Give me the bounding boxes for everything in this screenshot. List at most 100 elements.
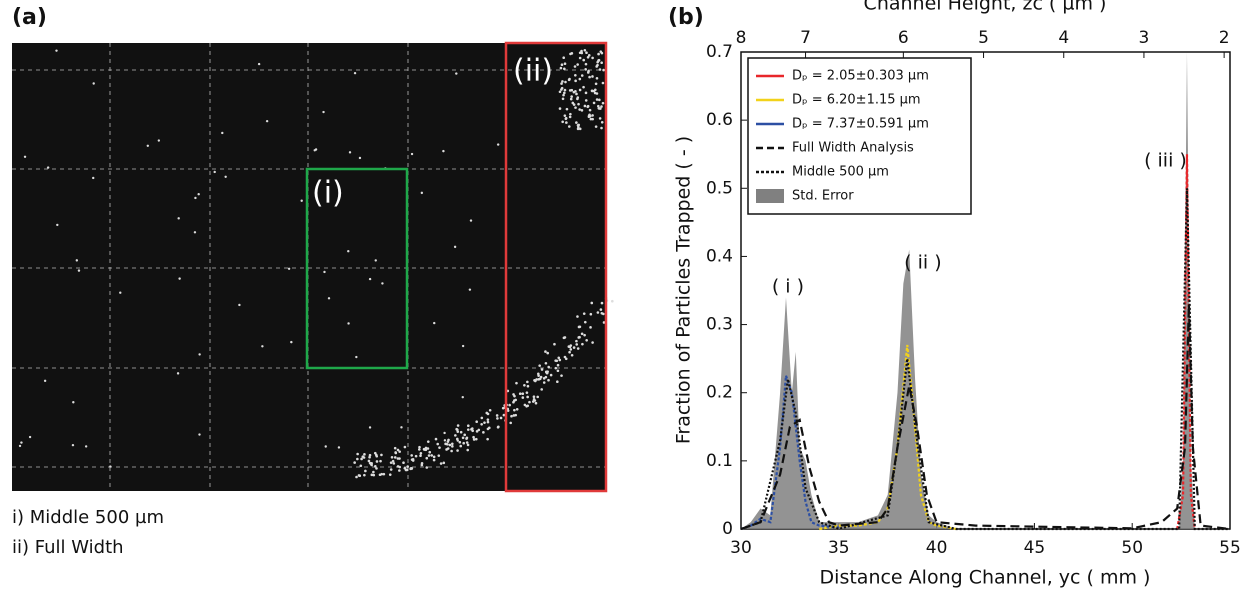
particle bbox=[85, 445, 87, 447]
particle bbox=[598, 99, 601, 102]
x2-tick-label: 2 bbox=[1219, 28, 1230, 48]
x-tick-label: 45 bbox=[1024, 538, 1046, 558]
particle bbox=[402, 461, 405, 464]
box-label: (ii) bbox=[513, 54, 553, 89]
particle bbox=[238, 304, 240, 306]
annotation: ( ii ) bbox=[904, 252, 941, 274]
particle bbox=[535, 402, 538, 405]
particle bbox=[564, 336, 567, 339]
particle bbox=[447, 440, 450, 443]
particle bbox=[536, 396, 539, 399]
particle bbox=[451, 443, 454, 446]
particle bbox=[290, 341, 292, 343]
particle bbox=[213, 171, 215, 173]
particle bbox=[391, 456, 394, 459]
particle bbox=[577, 347, 580, 350]
particle bbox=[390, 461, 393, 464]
particle bbox=[438, 446, 441, 449]
particle bbox=[47, 166, 49, 168]
particle bbox=[574, 65, 577, 68]
particle bbox=[72, 444, 74, 446]
particle bbox=[584, 49, 587, 52]
particle bbox=[433, 459, 436, 462]
particle bbox=[119, 291, 121, 293]
particle bbox=[454, 434, 457, 437]
particle bbox=[20, 441, 22, 443]
particle bbox=[553, 343, 556, 346]
particle bbox=[425, 466, 428, 469]
particle bbox=[462, 436, 465, 439]
y-tick-label: 0.7 bbox=[706, 42, 733, 62]
particle bbox=[591, 75, 594, 78]
particle bbox=[570, 95, 573, 98]
particle bbox=[500, 417, 503, 420]
particle bbox=[602, 313, 605, 316]
particle bbox=[576, 315, 579, 318]
particle bbox=[194, 231, 196, 233]
particle bbox=[575, 343, 578, 346]
particle bbox=[590, 302, 593, 305]
particle bbox=[509, 422, 512, 425]
particle bbox=[447, 447, 450, 450]
particle bbox=[394, 451, 397, 454]
particle bbox=[584, 321, 587, 324]
particle bbox=[477, 429, 480, 432]
particle bbox=[583, 312, 586, 315]
particle bbox=[418, 446, 421, 449]
particle bbox=[288, 268, 290, 270]
x-tick-label: 55 bbox=[1219, 538, 1241, 558]
particle bbox=[585, 339, 588, 342]
particle bbox=[564, 81, 567, 84]
particle bbox=[560, 88, 563, 91]
particle bbox=[588, 76, 591, 79]
legend-label: Middle 500 µm bbox=[792, 165, 889, 180]
particle bbox=[158, 139, 160, 141]
particle bbox=[198, 353, 200, 355]
particle bbox=[547, 366, 550, 369]
particle bbox=[266, 120, 268, 122]
particle bbox=[573, 91, 576, 94]
particle bbox=[497, 426, 500, 429]
particle bbox=[591, 118, 594, 121]
particle bbox=[347, 322, 349, 324]
particle bbox=[409, 468, 412, 471]
particle bbox=[527, 385, 530, 388]
particle bbox=[463, 434, 466, 437]
particle bbox=[423, 448, 426, 451]
particle bbox=[559, 107, 562, 110]
particle bbox=[353, 461, 356, 464]
particle bbox=[537, 378, 540, 381]
panel-label: (b) bbox=[668, 5, 704, 30]
particle bbox=[457, 424, 460, 427]
particle bbox=[364, 470, 367, 473]
particle bbox=[109, 465, 111, 467]
particle bbox=[354, 72, 356, 74]
particle bbox=[597, 105, 600, 108]
particle bbox=[532, 400, 535, 403]
particle bbox=[194, 197, 196, 199]
particle bbox=[363, 456, 366, 459]
particle bbox=[600, 308, 603, 311]
particle bbox=[369, 426, 371, 428]
particle bbox=[502, 407, 505, 410]
particle bbox=[577, 124, 580, 127]
particle bbox=[540, 376, 543, 379]
particle bbox=[597, 53, 600, 56]
particle bbox=[397, 449, 400, 452]
particle bbox=[469, 288, 471, 290]
x2-title: Channel Height, zc ( µm ) bbox=[864, 0, 1107, 15]
particle bbox=[456, 449, 459, 452]
particle bbox=[571, 354, 574, 357]
particle bbox=[437, 454, 440, 457]
particle bbox=[398, 457, 401, 460]
particle bbox=[462, 442, 465, 445]
particle bbox=[568, 125, 571, 128]
x-title: Distance Along Channel, yc ( mm ) bbox=[820, 567, 1151, 589]
particle bbox=[418, 448, 421, 451]
x2-tick-label: 7 bbox=[800, 28, 811, 48]
particle bbox=[600, 61, 603, 64]
image-background bbox=[12, 43, 606, 491]
particle bbox=[72, 401, 74, 403]
particle bbox=[456, 428, 459, 431]
caption: ii) Full Width bbox=[12, 537, 124, 558]
